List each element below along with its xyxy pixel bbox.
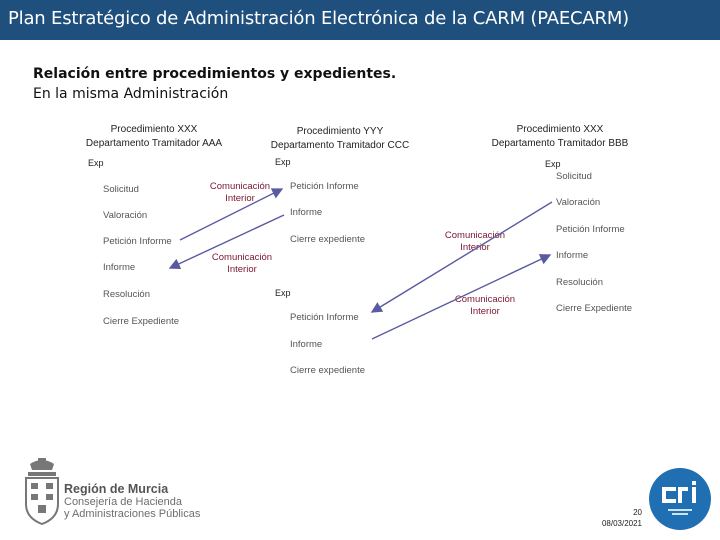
middle-exp-top-label: Exp <box>275 157 291 167</box>
right-department: Departamento Tramitador BBB <box>491 138 629 149</box>
communication-label-line: Comunicación <box>209 181 271 192</box>
org-line3: y Administraciones Públicas <box>64 508 201 520</box>
arrow-request-to-middle <box>179 188 284 241</box>
middle-step-top: Petición Informe <box>290 181 359 192</box>
right-procedure-name: Procedimiento XXX <box>516 124 604 135</box>
cri-logo-icon <box>649 468 711 530</box>
middle-step-bottom: Petición Informe <box>290 312 359 323</box>
right-step: Cierre Expediente <box>556 303 633 314</box>
right-step: Petición Informe <box>556 224 625 235</box>
heading-line1: Relación entre procedimientos y expedien… <box>33 66 397 82</box>
middle-department: Departamento Tramitador CCC <box>270 140 410 151</box>
left-step: Cierre Expediente <box>103 316 180 327</box>
left-step: Solicitud <box>103 184 139 195</box>
right-exp-label: Exp <box>545 159 561 169</box>
left-procedure-name: Procedimiento XXX <box>110 124 198 135</box>
org-name: Región de Murcia <box>64 482 169 496</box>
communication-label-line: Interior <box>470 306 500 317</box>
arrow-request-to-middle-bottom <box>370 201 553 313</box>
left-step: Resolución <box>103 289 150 300</box>
communication-label: Comunicación Interior <box>453 294 517 318</box>
right-step: Solicitud <box>556 171 592 182</box>
arrow-report-to-right <box>371 254 552 340</box>
communication-label-line: Comunicación <box>444 230 506 241</box>
right-procedure: Procedimiento XXX Departamento Tramitado… <box>480 123 640 151</box>
communication-label-line: Interior <box>227 264 257 275</box>
communication-label-line: Interior <box>225 193 255 204</box>
communication-label-line: Comunicación <box>211 252 273 263</box>
middle-step-top: Cierre expediente <box>290 234 365 245</box>
middle-step-bottom: Cierre expediente <box>290 365 365 376</box>
right-step: Resolución <box>556 277 603 288</box>
slide-title: Plan Estratégico de Administración Elect… <box>8 8 629 29</box>
communication-label: Comunicación Interior <box>208 181 272 205</box>
communication-label: Comunicación Interior <box>210 252 274 276</box>
left-step: Petición Informe <box>103 236 172 247</box>
middle-step-top: Informe <box>290 207 323 218</box>
region-murcia-logo: Región de Murcia Consejería de Hacienda … <box>18 456 238 528</box>
left-exp-label: Exp <box>88 158 104 168</box>
right-step: Informe <box>556 250 589 261</box>
org-line2: Consejería de Hacienda <box>64 496 183 508</box>
cri-logo <box>648 467 712 531</box>
middle-exp-bottom-label: Exp <box>275 288 291 298</box>
left-procedure: Procedimiento XXX Departamento Tramitado… <box>74 123 234 151</box>
arrow-report-to-left <box>168 214 285 269</box>
heading-line2: En la misma Administración <box>33 86 229 102</box>
right-step: Valoración <box>556 197 601 208</box>
title-bar: Plan Estratégico de Administración Elect… <box>0 0 720 40</box>
coat-of-arms-icon <box>25 458 59 526</box>
communication-label-line: Comunicación <box>454 294 516 305</box>
communication-label-line: Interior <box>460 242 490 253</box>
date: 08/03/2021 <box>601 519 642 528</box>
left-department: Departamento Tramitador AAA <box>85 138 223 149</box>
middle-procedure: Procedimiento YYY Departamento Tramitado… <box>260 125 420 153</box>
communication-label: Comunicación Interior <box>443 230 507 254</box>
middle-procedure-name: Procedimiento YYY <box>296 126 384 137</box>
left-step: Valoración <box>103 210 148 221</box>
page-number: 20 <box>633 508 642 517</box>
left-step: Informe <box>103 262 136 273</box>
middle-step-bottom: Informe <box>290 339 323 350</box>
